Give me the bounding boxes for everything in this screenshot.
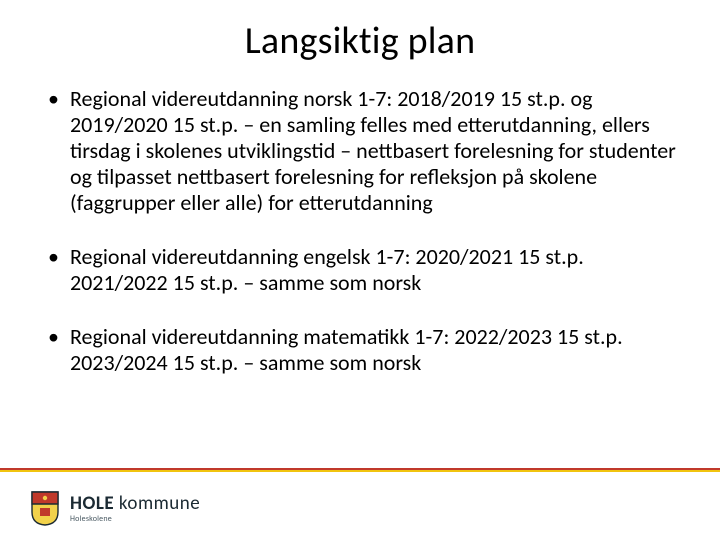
bullet-text: Regional videreutdanning matematikk 1-7:…	[70, 323, 623, 376]
list-item: Regional videreutdanning engelsk 1-7: 20…	[44, 244, 676, 296]
divider-yellow-line	[0, 470, 720, 472]
brand-subline: Holeskolene	[70, 515, 200, 523]
slide: Langsiktig plan Regional videreutdanning…	[0, 0, 720, 540]
bullet-text: Regional videreutdanning engelsk 1-7: 20…	[70, 243, 584, 296]
brand-name: HOLE kommune	[70, 494, 200, 513]
bullet-text: Regional videreutdanning norsk 1-7: 2018…	[70, 85, 676, 216]
footer: HOLE kommune Holeskolene	[0, 468, 720, 540]
footer-divider	[0, 468, 720, 472]
bullet-list: Regional videreutdanning norsk 1-7: 2018…	[44, 86, 676, 376]
brand-light: kommune	[114, 492, 200, 515]
slide-title: Langsiktig plan	[44, 18, 676, 64]
footer-wordmark: HOLE kommune Holeskolene	[70, 494, 200, 523]
crest-icon	[30, 490, 60, 526]
list-item: Regional videreutdanning norsk 1-7: 2018…	[44, 86, 676, 216]
list-item: Regional videreutdanning matematikk 1-7:…	[44, 324, 676, 376]
footer-logo: HOLE kommune Holeskolene	[30, 490, 200, 526]
brand-bold: HOLE	[70, 492, 114, 515]
